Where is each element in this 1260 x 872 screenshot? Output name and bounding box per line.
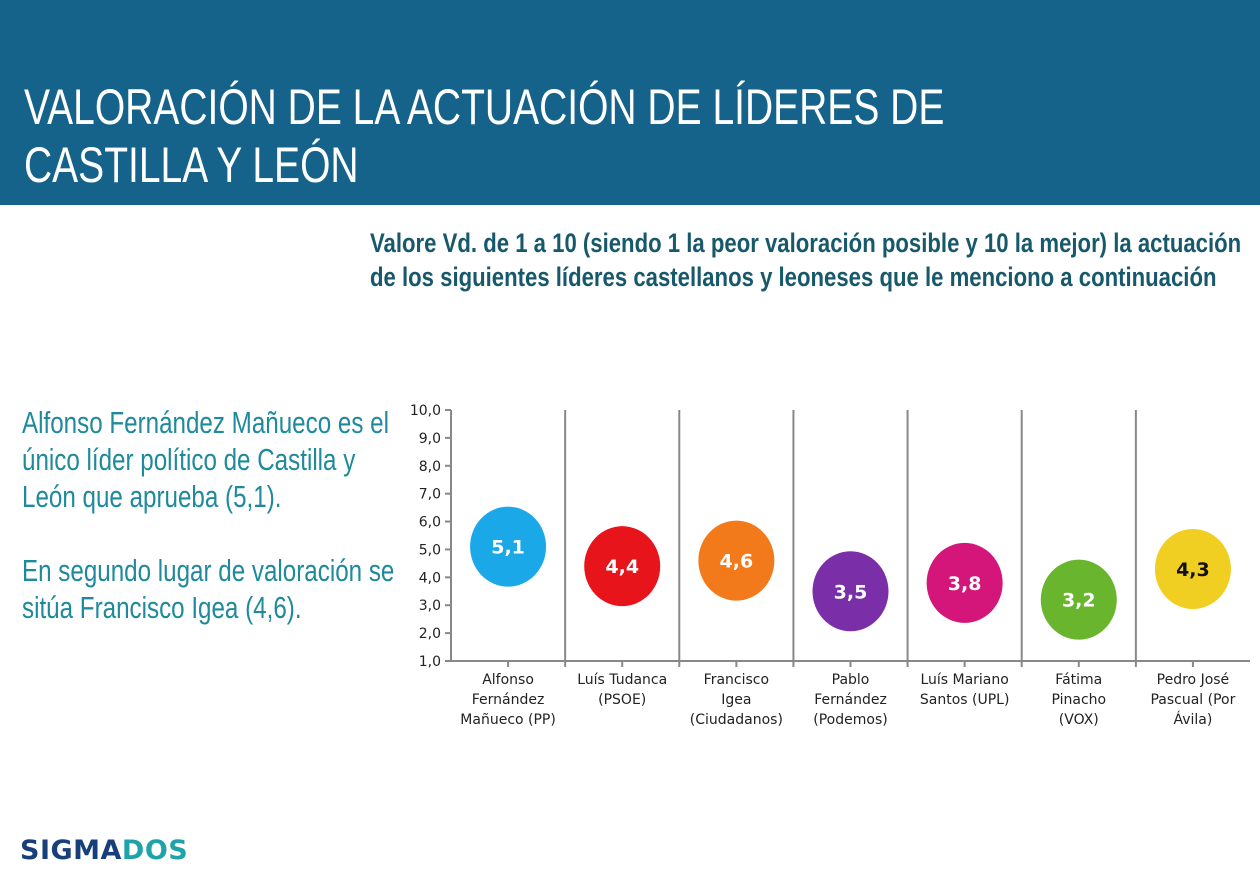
x-tick-label: Alfonso bbox=[482, 672, 534, 688]
page-title: VALORACIÓN DE LA ACTUACIÓN DE LÍDERES DE… bbox=[24, 79, 945, 193]
y-tick-label: 10,0 bbox=[410, 403, 441, 419]
y-tick-label: 9,0 bbox=[419, 431, 441, 447]
y-tick-label: 6,0 bbox=[419, 515, 441, 531]
data-point bbox=[584, 526, 661, 607]
x-tick-label: (VOX) bbox=[1059, 712, 1099, 728]
logo-part-2: DOS bbox=[121, 835, 189, 866]
y-tick-label: 1,0 bbox=[419, 654, 441, 670]
x-tick-label: Luís Mariano bbox=[920, 672, 1008, 688]
x-tick-label: Pinacho bbox=[1051, 692, 1106, 708]
x-tick-label: (PSOE) bbox=[598, 692, 646, 708]
key-findings: Alfonso Fernández Mañueco es el único lí… bbox=[22, 404, 404, 663]
sigmados-logo: SIGMADOS bbox=[20, 835, 188, 866]
data-point bbox=[1154, 528, 1231, 609]
x-tick-label: Santos (UPL) bbox=[920, 692, 1010, 708]
x-tick-label: Pablo bbox=[832, 672, 870, 688]
data-label: 4,3 bbox=[1176, 559, 1210, 581]
x-tick-label: Pascual (Por bbox=[1150, 692, 1235, 708]
y-tick-label: 4,0 bbox=[419, 570, 441, 586]
data-label: 3,8 bbox=[948, 573, 982, 595]
y-tick-label: 2,0 bbox=[419, 626, 441, 642]
x-tick-label: Mañueco (PP) bbox=[460, 712, 556, 728]
data-point bbox=[470, 506, 547, 587]
data-label: 4,6 bbox=[720, 551, 754, 573]
x-tick-label: Luís Tudanca bbox=[577, 672, 667, 688]
y-tick-label: 3,0 bbox=[419, 598, 441, 614]
x-tick-label: Francisco bbox=[704, 672, 769, 688]
y-tick-label: 7,0 bbox=[419, 487, 441, 503]
data-label: 3,2 bbox=[1062, 590, 1096, 612]
x-tick-label: (Podemos) bbox=[813, 712, 887, 728]
data-point bbox=[698, 520, 775, 601]
data-point bbox=[812, 551, 889, 632]
finding-1: Alfonso Fernández Mañueco es el único lí… bbox=[22, 405, 389, 514]
data-label: 5,1 bbox=[491, 537, 525, 559]
data-label: 3,5 bbox=[834, 581, 868, 603]
x-tick-label: Fernández bbox=[472, 692, 545, 708]
data-point bbox=[926, 542, 1003, 623]
y-tick-label: 8,0 bbox=[419, 459, 441, 475]
y-tick-label: 5,0 bbox=[419, 542, 441, 558]
data-point bbox=[1040, 559, 1117, 640]
title-banner: VALORACIÓN DE LA ACTUACIÓN DE LÍDERES DE… bbox=[0, 0, 1260, 205]
logo-part-1: SIGMA bbox=[20, 835, 122, 866]
x-tick-label: Igea bbox=[721, 692, 751, 708]
data-label: 4,4 bbox=[605, 556, 639, 578]
survey-question: Valore Vd. de 1 a 10 (siendo 1 la peor v… bbox=[370, 228, 1242, 292]
x-tick-label: Fátima bbox=[1055, 672, 1102, 688]
x-tick-label: Fernández bbox=[814, 692, 887, 708]
x-tick-label: Ávila) bbox=[1173, 711, 1212, 728]
x-tick-label: Pedro José bbox=[1157, 672, 1230, 688]
x-tick-label: (Ciudadanos) bbox=[690, 712, 783, 728]
finding-2: En segundo lugar de valoración se sitúa … bbox=[22, 553, 395, 625]
